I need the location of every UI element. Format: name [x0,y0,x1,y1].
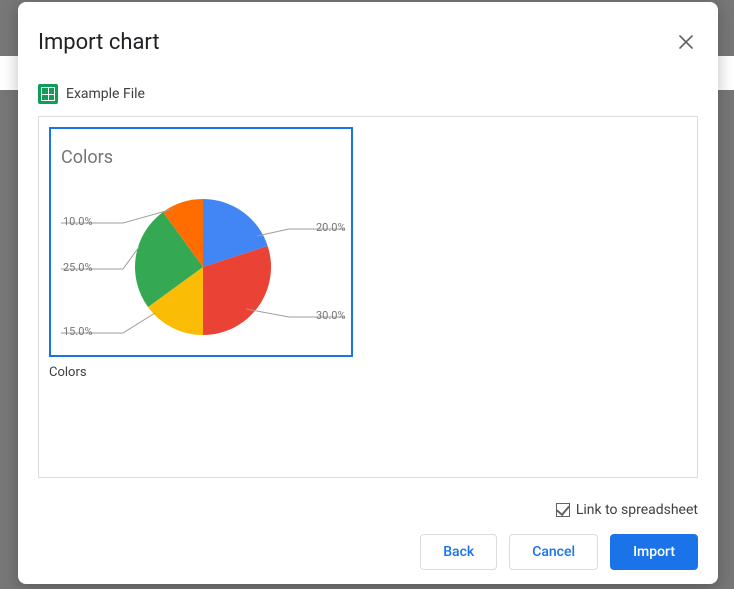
pie-slice-label: 15.0% [63,325,93,338]
close-icon[interactable] [674,30,698,54]
import-chart-dialog: Import chart Example File Colors 20.0% 30… [18,2,718,584]
checkbox-icon[interactable] [556,503,570,517]
chart-list-panel: Colors 20.0%30.0%15.0%25.0%10.0% Colors [38,116,698,478]
pie-chart: 20.0% 30.0% 15.0% 25.0% 10.0% [51,129,351,355]
link-to-spreadsheet-label: Link to spreadsheet [576,502,698,518]
import-button[interactable]: Import [610,534,698,570]
pie-slice-label: 30.0% [316,309,346,322]
back-button[interactable]: Back [420,534,497,570]
background-strip [0,56,18,90]
source-file-name: Example File [66,86,145,102]
chart-caption: Colors [49,365,87,380]
dialog-footer: Link to spreadsheet Back Cancel Import [18,484,718,584]
source-file: Example File [38,84,145,104]
pie-slice-label: 10.0% [63,215,93,228]
dialog-title: Import chart [38,30,160,55]
pie-slice-label: 20.0% [316,221,346,234]
cancel-button[interactable]: Cancel [509,534,598,570]
button-row: Back Cancel Import [420,534,698,570]
background-strip [718,56,734,90]
link-to-spreadsheet-row[interactable]: Link to spreadsheet [556,502,698,518]
chart-thumbnail[interactable]: Colors 20.0%30.0%15.0%25.0%10.0% [49,127,353,357]
pie-slice-label: 25.0% [63,261,93,274]
sheets-icon [38,84,58,104]
